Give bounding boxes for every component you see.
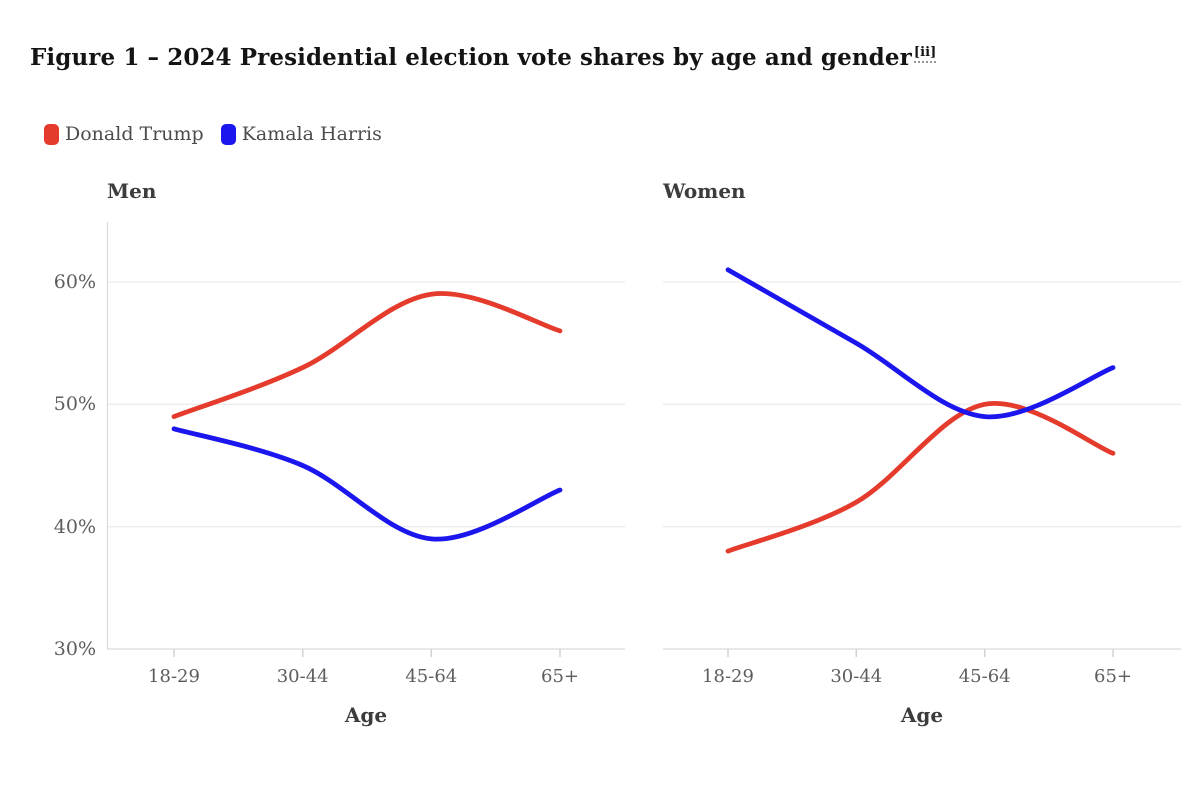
figure-title: Figure 1 – 2024 Presidential election vo… — [30, 44, 937, 71]
legend-item-trump: Donald Trump — [44, 123, 204, 145]
donald-trump-line-women — [725, 401, 1116, 554]
x-tick-label-men-30-44: 30-44 — [276, 666, 329, 687]
legend: Donald Trump Kamala Harris — [44, 123, 382, 145]
donald-trump-line-men — [171, 291, 563, 419]
panel-title-men: Men — [107, 179, 157, 203]
y-tick-label-40: 40% — [53, 515, 96, 538]
x-tick-label-men-18-29: 18-29 — [148, 666, 200, 687]
kamala-harris-line-men — [171, 426, 563, 542]
y-tick-label-30: 30% — [53, 637, 96, 660]
legend-item-harris: Kamala Harris — [220, 123, 382, 145]
x-tick-label-women-65-: 65+ — [1094, 666, 1132, 687]
legend-label-trump: Donald Trump — [65, 123, 204, 145]
kamala-harris-line-women — [725, 267, 1116, 420]
x-tick-label-women-45-64: 45-64 — [958, 666, 1011, 687]
y-tick-label-60: 60% — [53, 271, 96, 293]
panel-title-women: Women — [663, 179, 746, 203]
y-tick-label-50: 50% — [53, 393, 96, 416]
x-axis-title-women: Age — [900, 703, 944, 727]
trump-swatch-icon — [44, 123, 59, 145]
x-tick-label-men-45-64: 45-64 — [405, 666, 458, 687]
x-tick-label-women-18-29: 18-29 — [702, 666, 754, 687]
x-tick-label-men-65-: 65+ — [541, 666, 579, 687]
footnote-marker[interactable]: [ii] — [913, 45, 937, 64]
harris-swatch-icon — [220, 123, 236, 145]
legend-label-harris: Kamala Harris — [241, 123, 382, 145]
x-tick-label-women-30-44: 30-44 — [830, 666, 883, 687]
x-axis-title-men: Age — [344, 703, 388, 727]
figure-title-text: Figure 1 – 2024 Presidential election vo… — [30, 44, 912, 71]
